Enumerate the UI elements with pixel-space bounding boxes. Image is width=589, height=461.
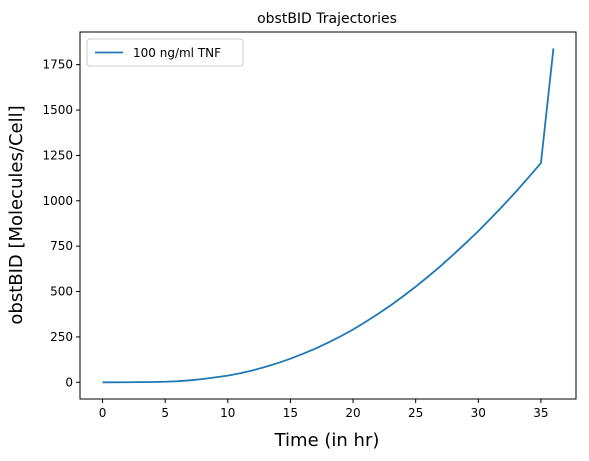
y-tick-label: 1500 bbox=[42, 103, 73, 117]
plot-area: 0 5 10 15 20 25 30 35 0 250 500 750 1000 1250 1500 175… bbox=[42, 31, 577, 420]
y-tick-label: 1750 bbox=[42, 58, 73, 72]
y-tick-label: 750 bbox=[50, 239, 73, 253]
x-tick-label: 25 bbox=[408, 406, 423, 420]
plot-frame bbox=[79, 31, 577, 400]
x-tick-label: 20 bbox=[345, 406, 360, 420]
legend: 100 ng/ml TNF bbox=[86, 38, 244, 67]
x-tick-label: 5 bbox=[161, 406, 169, 420]
x-tick-label: 10 bbox=[220, 406, 235, 420]
y-tick-label: 250 bbox=[50, 330, 73, 344]
x-tick-label: 0 bbox=[99, 406, 107, 420]
legend-label: 100 ng/ml TNF bbox=[133, 46, 221, 60]
y-axis-label: obstBID [Molecules/Cell] bbox=[6, 105, 27, 324]
legend-box bbox=[86, 38, 244, 67]
chart-title: obstBID Trajectories bbox=[257, 11, 397, 27]
y-tick-label: 0 bbox=[65, 375, 73, 389]
y-tick-label: 1250 bbox=[42, 148, 73, 162]
y-axis-ticks: 0 250 500 750 1000 1250 1500 1750 bbox=[42, 58, 80, 389]
series-line-0 bbox=[102, 48, 555, 384]
y-tick-label: 1000 bbox=[42, 194, 73, 208]
x-tick-label: 30 bbox=[471, 406, 486, 420]
x-axis-label: Time (in hr) bbox=[274, 430, 380, 451]
x-axis-ticks: 0 5 10 15 20 25 30 35 bbox=[99, 399, 549, 420]
series-lines bbox=[102, 48, 555, 384]
y-tick-label: 500 bbox=[50, 285, 73, 299]
x-tick-label: 35 bbox=[533, 406, 548, 420]
x-tick-label: 15 bbox=[283, 406, 298, 420]
